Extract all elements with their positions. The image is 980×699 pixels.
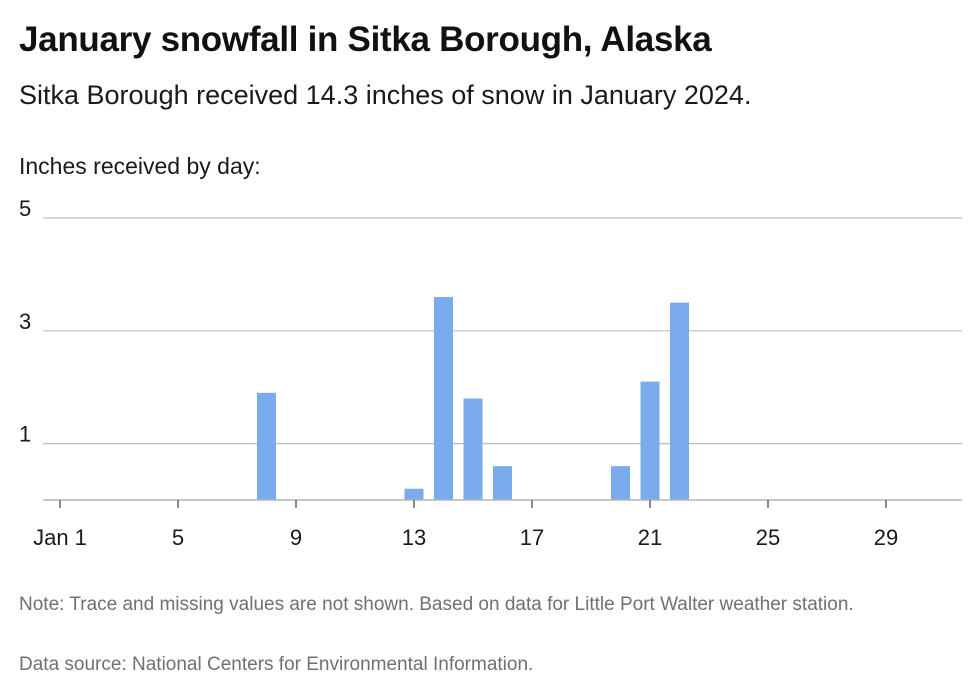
- x-tick-label: 25: [756, 525, 780, 550]
- chart-subtitle: Sitka Borough received 14.3 inches of sn…: [19, 80, 752, 110]
- x-tick-label: 5: [172, 525, 184, 550]
- x-tick-label: 21: [638, 525, 662, 550]
- bar: [611, 466, 630, 500]
- x-tick-label: 9: [290, 525, 302, 550]
- bar: [463, 398, 483, 500]
- y-tick-labels: 5 3 1: [19, 196, 31, 447]
- y-tick-label: 3: [19, 309, 31, 334]
- x-tick-label: 13: [402, 525, 426, 550]
- x-axis-ticks: [59, 500, 887, 508]
- gridlines: [43, 217, 962, 445]
- bars: [257, 296, 689, 500]
- bar: [257, 392, 276, 500]
- chart-title: January snowfall in Sitka Borough, Alask…: [19, 20, 712, 59]
- bar-chart: 5 3 1 Jan 1 5 9 13 17 21 25 29: [19, 196, 962, 550]
- x-tick-label: Jan 1: [33, 525, 87, 550]
- bar: [493, 466, 512, 500]
- y-axis-label: Inches received by day:: [19, 153, 261, 179]
- bar: [670, 302, 689, 500]
- x-tick-label: 29: [874, 525, 898, 550]
- bar: [404, 488, 424, 500]
- bar: [640, 381, 660, 500]
- bar: [434, 296, 453, 500]
- y-tick-label: 5: [19, 196, 31, 221]
- x-tick-label: 17: [520, 525, 544, 550]
- x-tick-labels: Jan 1 5 9 13 17 21 25 29: [33, 525, 898, 550]
- data-source: Data source: National Centers for Enviro…: [19, 654, 534, 675]
- footnote: Note: Trace and missing values are not s…: [19, 594, 854, 615]
- y-tick-label: 1: [19, 422, 31, 447]
